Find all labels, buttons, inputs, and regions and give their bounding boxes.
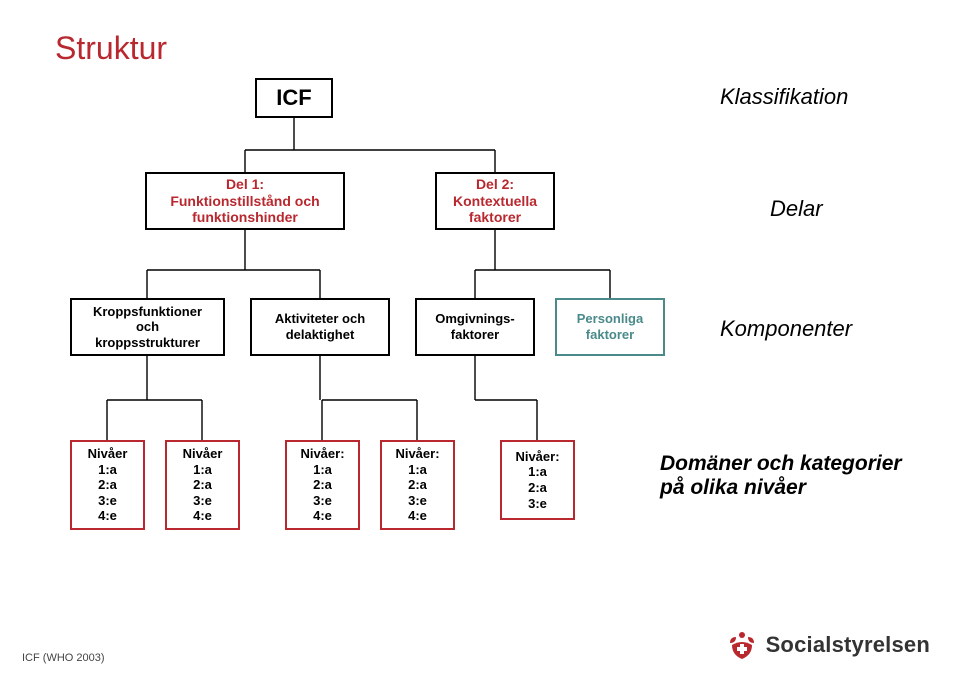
node-n4-l2: 3:e — [408, 493, 427, 509]
node-n1-title: Nivåer — [88, 446, 128, 462]
node-kropps-l1: Kroppsfunktioner — [93, 304, 202, 320]
node-del2-l2: Kontextuella — [453, 193, 537, 210]
node-n1-l3: 4:e — [98, 508, 117, 524]
node-n1-l1: 2:a — [98, 477, 117, 493]
node-n3-l3: 4:e — [313, 508, 332, 524]
node-n4-l3: 4:e — [408, 508, 427, 524]
node-n1-l2: 3:e — [98, 493, 117, 509]
node-del1: Del 1: Funktionstillstånd och funktionsh… — [145, 172, 345, 230]
node-n2-title: Nivåer — [183, 446, 223, 462]
node-n4-l0: 1:a — [408, 462, 427, 478]
node-n5-l0: 1:a — [528, 464, 547, 480]
node-pers: Personliga faktorer — [555, 298, 665, 356]
node-n5: Nivåer: 1:a 2:a 3:e — [500, 440, 575, 520]
label-domaner-2: på olika nivåer — [660, 476, 806, 500]
node-pers-l2: faktorer — [586, 327, 634, 343]
node-kropps: Kroppsfunktioner och kroppsstrukturer — [70, 298, 225, 356]
node-n2-l3: 4:e — [193, 508, 212, 524]
node-n1-l0: 1:a — [98, 462, 117, 478]
node-pers-l1: Personliga — [577, 311, 643, 327]
logo-text: Socialstyrelsen — [766, 632, 930, 658]
node-n2-l1: 2:a — [193, 477, 212, 493]
node-aktiv: Aktiviteter och delaktighet — [250, 298, 390, 356]
node-aktiv-l2: delaktighet — [286, 327, 355, 343]
node-del2: Del 2: Kontextuella faktorer — [435, 172, 555, 230]
node-del1-l1: Del 1: — [226, 176, 264, 193]
node-n4: Nivåer: 1:a 2:a 3:e 4:e — [380, 440, 455, 530]
node-n5-l2: 3:e — [528, 496, 547, 512]
node-kropps-l2: och — [136, 319, 159, 335]
node-icf-text: ICF — [276, 85, 311, 111]
node-del2-l1: Del 2: — [476, 176, 514, 193]
label-domaner-1: Domäner och kategorier — [660, 452, 902, 476]
node-n4-l1: 2:a — [408, 477, 427, 493]
node-n2-l2: 3:e — [193, 493, 212, 509]
node-n3-l1: 2:a — [313, 477, 332, 493]
node-n2-l0: 1:a — [193, 462, 212, 478]
node-n3-l2: 3:e — [313, 493, 332, 509]
node-del1-l3: funktionshinder — [192, 209, 298, 226]
node-n1: Nivåer 1:a 2:a 3:e 4:e — [70, 440, 145, 530]
node-n5-title: Nivåer: — [515, 449, 559, 465]
footer-citation: ICF (WHO 2003) — [22, 652, 105, 664]
node-n4-title: Nivåer: — [395, 446, 439, 462]
node-n3-l0: 1:a — [313, 462, 332, 478]
node-del2-l3: faktorer — [469, 209, 521, 226]
node-aktiv-l1: Aktiviteter och — [275, 311, 365, 327]
label-klassifikation: Klassifikation — [720, 84, 848, 110]
logo: Socialstyrelsen — [726, 629, 930, 661]
node-del1-l2: Funktionstillstånd och — [170, 193, 319, 210]
node-kropps-l3: kroppsstrukturer — [95, 335, 200, 351]
page-title: Struktur — [55, 30, 167, 67]
node-n5-l1: 2:a — [528, 480, 547, 496]
node-omgiv-l2: faktorer — [451, 327, 499, 343]
node-n2: Nivåer 1:a 2:a 3:e 4:e — [165, 440, 240, 530]
node-omgiv: Omgivnings- faktorer — [415, 298, 535, 356]
label-delar: Delar — [770, 196, 823, 222]
node-icf: ICF — [255, 78, 333, 118]
label-komponenter: Komponenter — [720, 316, 852, 342]
node-n3: Nivåer: 1:a 2:a 3:e 4:e — [285, 440, 360, 530]
node-omgiv-l1: Omgivnings- — [435, 311, 514, 327]
node-n3-title: Nivåer: — [300, 446, 344, 462]
crown-icon — [726, 629, 758, 661]
